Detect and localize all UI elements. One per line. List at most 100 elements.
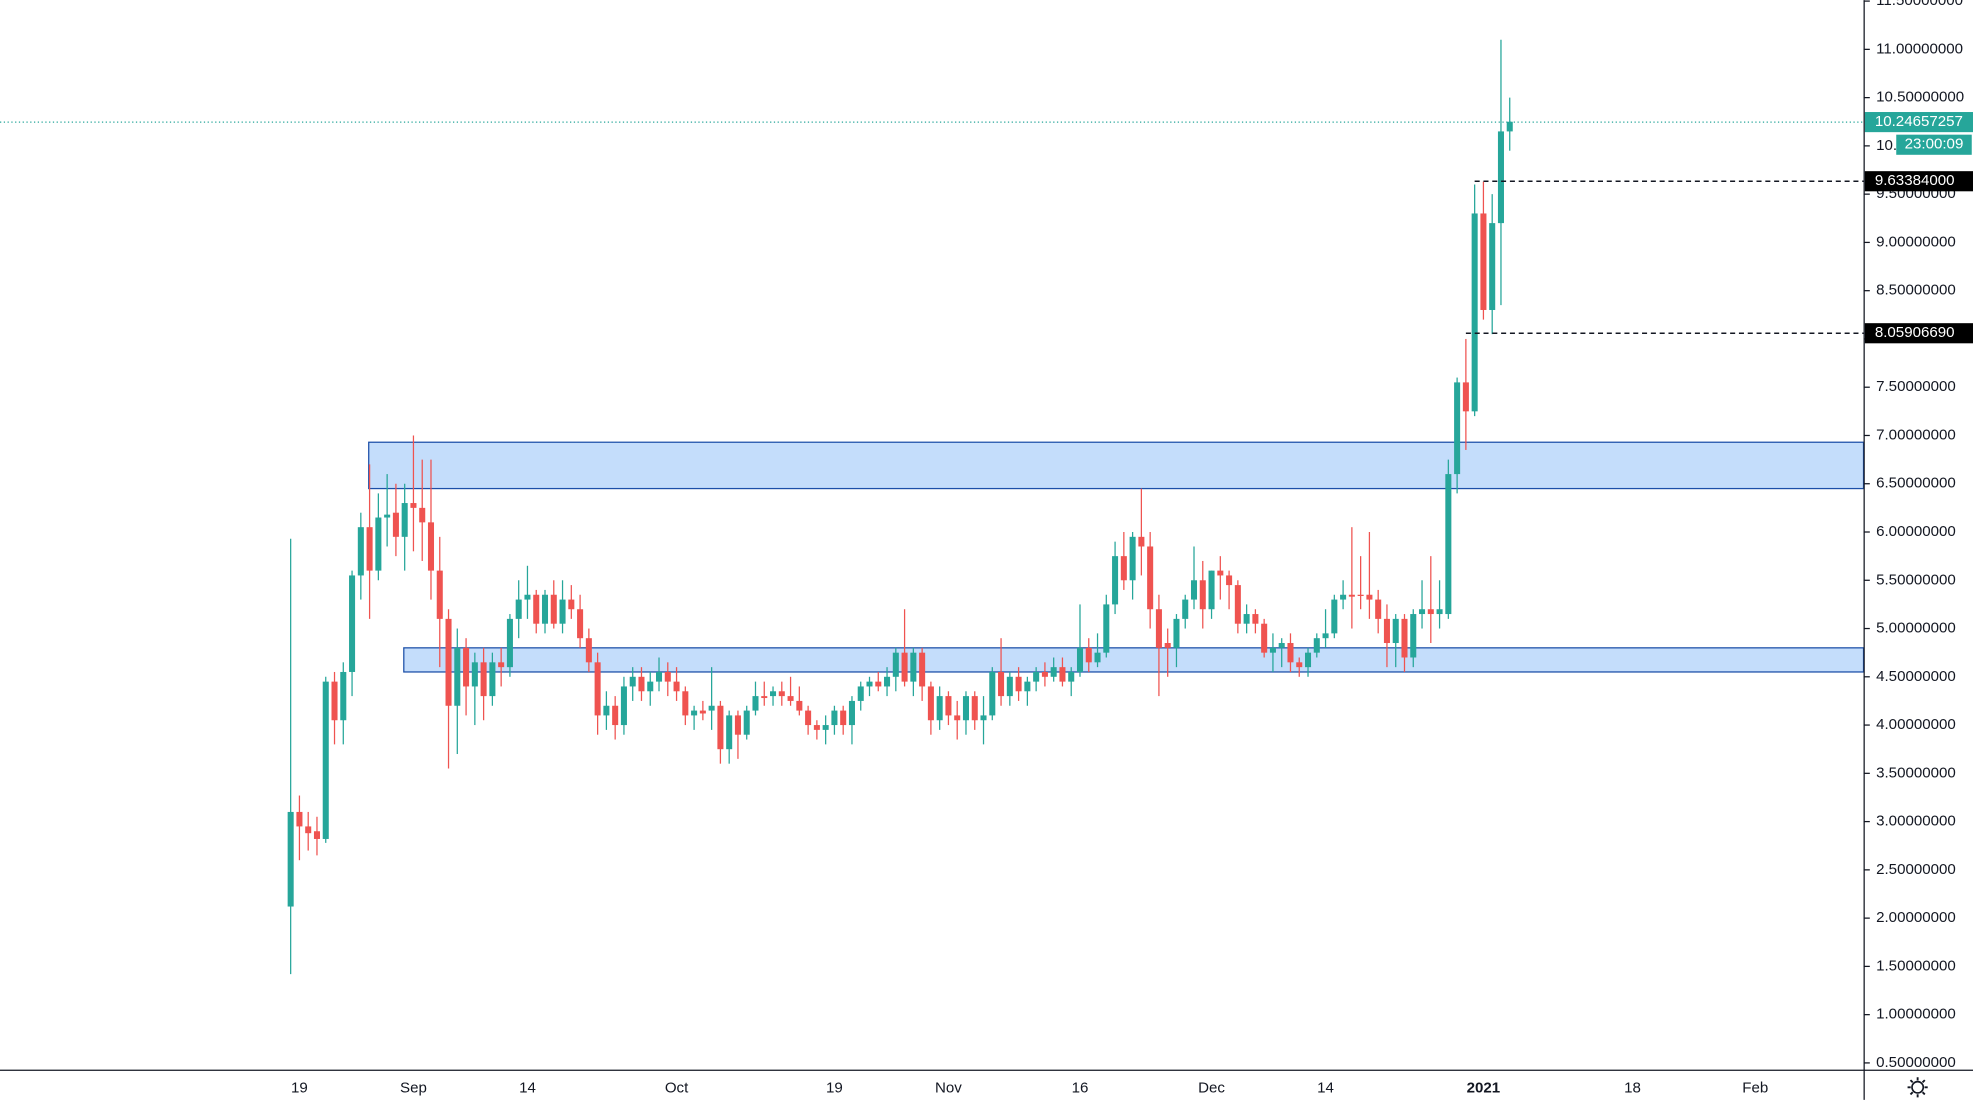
candle-body <box>1366 594 1373 600</box>
x-tick-label: 18 <box>1624 1080 1641 1097</box>
candle-body <box>1208 570 1215 610</box>
candle-body <box>787 696 794 701</box>
candle-body <box>1296 662 1303 668</box>
candle-body <box>699 710 706 714</box>
candle-body <box>822 725 829 730</box>
candle-body <box>1454 382 1461 475</box>
candle-body <box>1497 131 1504 224</box>
candle-body <box>1173 618 1180 648</box>
x-tick-label: Sep <box>400 1080 427 1097</box>
candle-body <box>1050 667 1057 677</box>
candle-body <box>875 681 882 687</box>
candle-body <box>901 652 908 682</box>
candle-body <box>480 662 487 697</box>
candle-body <box>655 671 663 682</box>
last-price-label: 10.24657257 <box>1875 113 1963 130</box>
candle-body <box>1383 618 1390 644</box>
y-tick-label: 6.00000000 <box>1876 523 1956 540</box>
x-tick-label: 19 <box>826 1080 843 1097</box>
candle-body <box>831 710 838 726</box>
candle-body <box>559 599 566 624</box>
candle-body <box>331 681 338 721</box>
candle-body <box>1252 614 1259 624</box>
candle-body <box>585 638 592 663</box>
candle-body <box>612 705 619 726</box>
candle-body <box>515 599 522 619</box>
candle-body <box>620 686 627 726</box>
candle-body <box>1436 609 1443 615</box>
y-tick-label: 3.50000000 <box>1876 764 1956 781</box>
y-tick-label: 5.00000000 <box>1876 620 1956 637</box>
y-tick-label: 3.00000000 <box>1876 813 1956 830</box>
candle-body <box>1375 599 1382 619</box>
settings-icon[interactable] <box>1907 1077 1928 1098</box>
candle-body <box>427 522 435 571</box>
candle-body <box>1234 585 1241 624</box>
y-tick-label: 10.50000000 <box>1876 89 1964 106</box>
candle-body <box>1340 594 1347 600</box>
y-tick-label: 11.50000000 <box>1876 0 1963 9</box>
x-tick-label: 14 <box>519 1080 536 1097</box>
candle-body <box>945 696 952 716</box>
candle-body <box>568 599 575 610</box>
candle-body <box>796 700 803 711</box>
candle-body <box>647 681 654 692</box>
candle-body <box>1182 599 1189 619</box>
y-tick-label: 1.00000000 <box>1876 1006 1956 1023</box>
candle-body <box>524 594 531 600</box>
candle-body <box>1261 623 1268 653</box>
candle-body <box>1419 609 1426 615</box>
x-tick-label: 2021 <box>1467 1080 1501 1097</box>
candle-body <box>1304 652 1312 668</box>
level-tag-label: 8.05906690 <box>1875 324 1955 341</box>
zone <box>368 441 1865 490</box>
candle-body <box>287 811 294 907</box>
y-tick-label: 0.50000000 <box>1876 1054 1956 1071</box>
candle-body <box>726 715 733 750</box>
candle-body <box>1462 382 1469 412</box>
candle-body <box>708 705 715 711</box>
y-tick-label: 7.00000000 <box>1876 426 1956 443</box>
candle-body <box>577 609 584 639</box>
y-tick-label: 11.00000000 <box>1876 40 1963 57</box>
candle-body <box>296 811 303 827</box>
candle-body <box>1506 121 1513 132</box>
level-tag-label: 9.63384000 <box>1875 172 1955 189</box>
candle-body <box>410 503 417 508</box>
candle-body <box>1138 536 1145 547</box>
candle-body <box>1445 474 1452 615</box>
candle-body <box>1489 223 1496 310</box>
candle-body <box>892 652 899 677</box>
x-tick-label: Nov <box>935 1080 962 1097</box>
candle-body <box>1313 638 1320 653</box>
y-tick-label: 7.50000000 <box>1876 378 1956 395</box>
candle-body <box>813 725 820 730</box>
x-tick-label: Feb <box>1742 1080 1768 1097</box>
candle-body <box>498 662 505 668</box>
candle-body <box>1112 556 1119 605</box>
candle-body <box>1471 213 1478 412</box>
candle-body <box>384 514 391 518</box>
candle-body <box>445 618 452 706</box>
candle-body <box>805 710 812 726</box>
candle-body <box>936 696 943 721</box>
candle-body <box>1322 633 1329 639</box>
x-tick-label: 19 <box>291 1080 308 1097</box>
candle-body <box>980 715 987 721</box>
candle-body <box>1410 614 1417 658</box>
candle-body <box>366 527 373 571</box>
candle-body <box>1217 570 1224 576</box>
candle-body <box>1226 575 1233 586</box>
candle-body <box>489 662 496 697</box>
candle-body <box>375 517 382 571</box>
y-tick-label: 1.50000000 <box>1876 957 1956 974</box>
y-tick-label: 5.50000000 <box>1876 571 1956 588</box>
candle-body <box>340 671 347 721</box>
candle-body <box>392 512 399 537</box>
candle-body <box>1287 643 1294 663</box>
candle-body <box>1120 556 1127 581</box>
candle-body <box>603 705 610 716</box>
candle-body <box>1006 676 1013 697</box>
